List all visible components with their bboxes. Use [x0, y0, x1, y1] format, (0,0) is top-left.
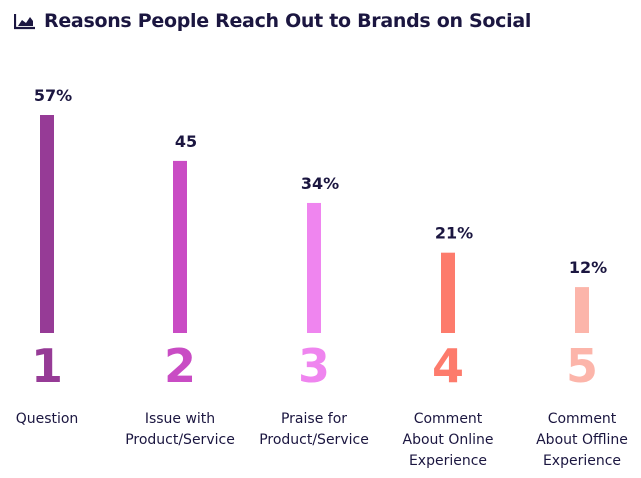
data-label-1: 57%	[34, 86, 72, 105]
category-label-5-line-1: Comment	[548, 411, 617, 427]
data-label-3: 34%	[301, 174, 339, 193]
category-label-4-line-3: Experience	[409, 453, 487, 469]
category-label-5-line-3: Experience	[543, 453, 621, 469]
bar-1	[40, 115, 54, 333]
category-label-5-line-2: About Offline	[536, 432, 628, 448]
rank-number-5: 5	[566, 339, 598, 393]
category-label-2-line-1: Issue with	[145, 411, 215, 427]
rank-number-2: 2	[164, 339, 196, 393]
chart-header: Reasons People Reach Out to Brands on So…	[14, 6, 531, 36]
data-label-2: 45	[175, 132, 197, 151]
category-label-1-line-1: Question	[16, 411, 79, 427]
category-label-2-line-2: Product/Service	[125, 432, 235, 448]
bar-5	[575, 287, 589, 333]
category-label-3-line-2: Product/Service	[259, 432, 369, 448]
category-label-3-line-1: Praise for	[281, 411, 347, 427]
category-label-4-line-2: About Online	[403, 432, 494, 448]
area-chart-icon	[14, 14, 35, 30]
category-label-4-line-1: Comment	[414, 411, 483, 427]
bar-4	[441, 252, 455, 333]
data-label-5: 12%	[569, 258, 607, 277]
data-label-4: 21%	[435, 224, 473, 243]
rank-number-4: 4	[432, 339, 464, 393]
rank-number-3: 3	[298, 339, 330, 393]
chart-title: Reasons People Reach Out to Brands on So…	[44, 10, 532, 32]
bar-2	[173, 160, 187, 333]
bar-3	[307, 202, 321, 333]
rank-number-1: 1	[31, 339, 63, 393]
